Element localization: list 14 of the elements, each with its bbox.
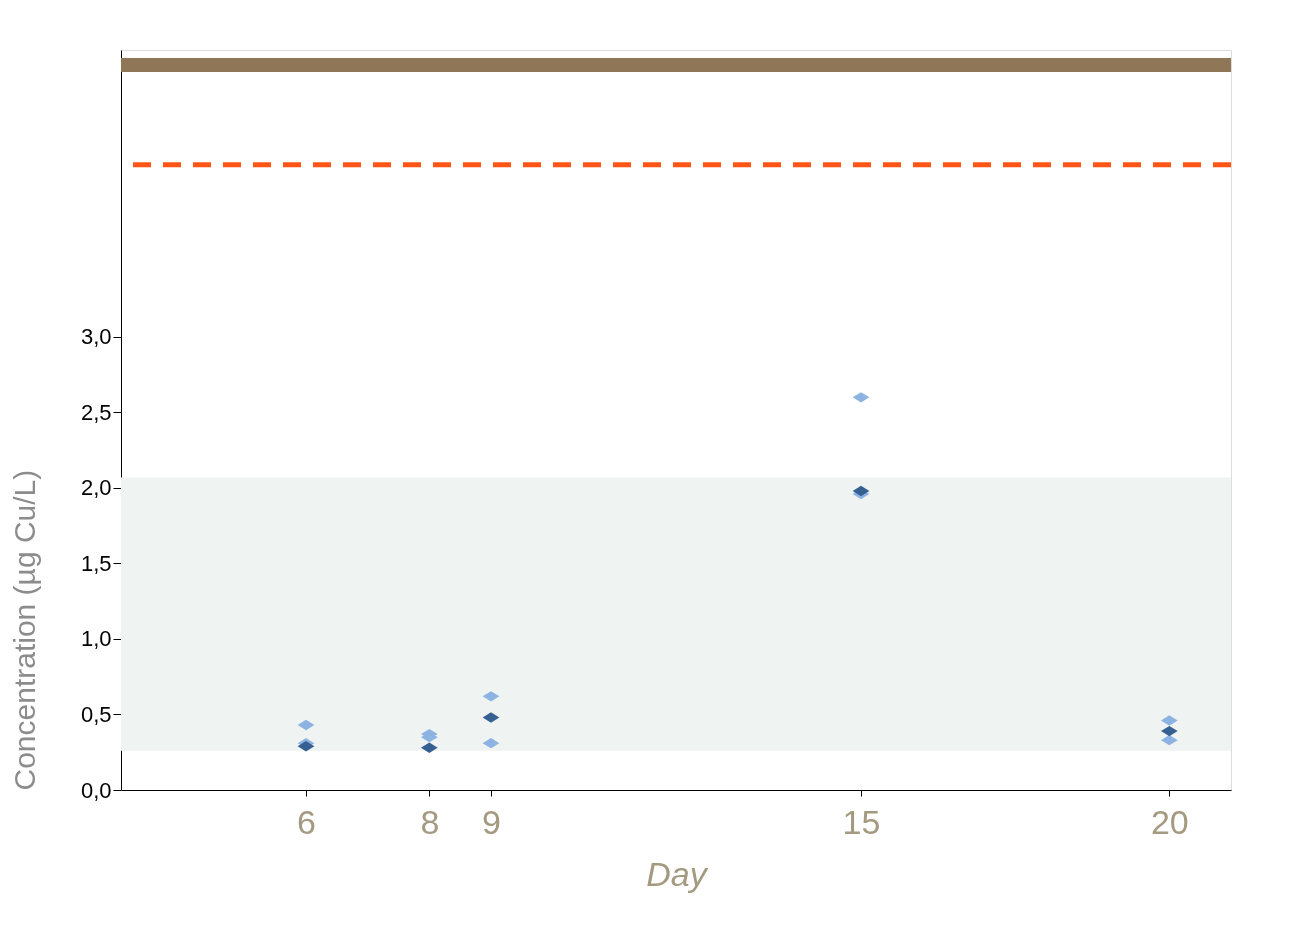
y-tick-label: 0,0 <box>80 777 112 803</box>
x-tick-label: 20 <box>1150 802 1189 841</box>
y-tick-label: 2,5 <box>80 399 112 425</box>
y-axis-title: Concentration (µg Cu/L) <box>7 469 41 791</box>
x-tick-label: 15 <box>842 802 881 841</box>
x-tick-label: 8 <box>420 802 440 841</box>
y-tick-label: 3,0 <box>80 324 112 350</box>
x-tick-label: 6 <box>297 802 316 841</box>
y-tick-label: 1,5 <box>80 550 112 576</box>
x-axis-title: Day <box>646 854 709 893</box>
y-tick-label: 0,5 <box>80 701 112 727</box>
y-tick-label: 2,0 <box>80 475 112 501</box>
y-tick-label: 1,0 <box>80 626 112 652</box>
x-tick-label: 9 <box>482 802 501 841</box>
